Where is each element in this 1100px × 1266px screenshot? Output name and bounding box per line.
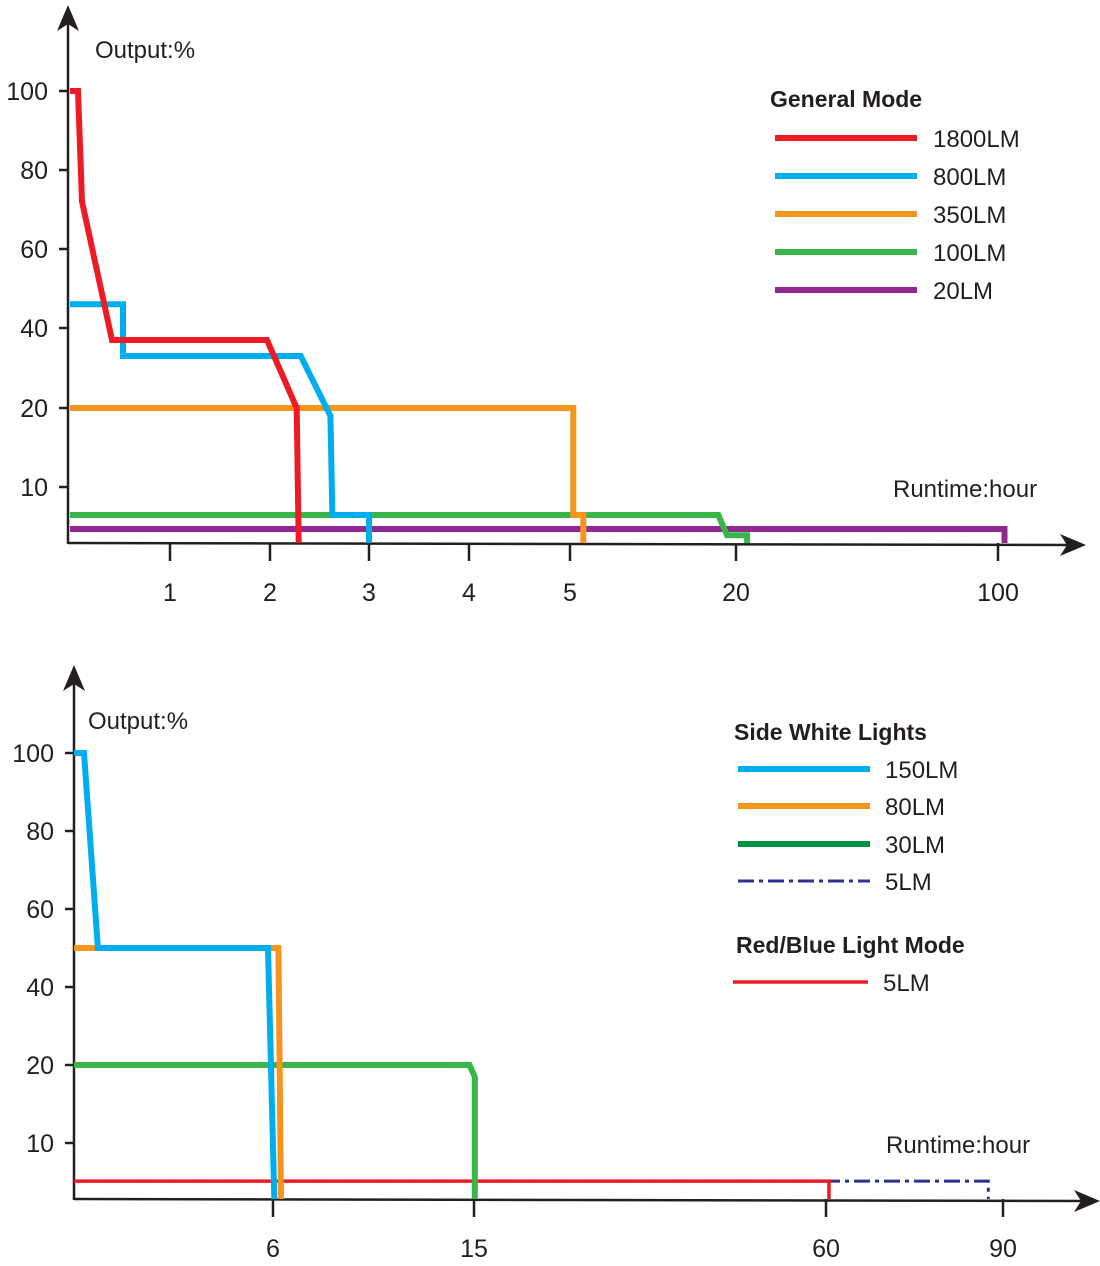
y-tick-label: 100 (12, 740, 54, 768)
x-tick-label: 100 (977, 579, 1019, 607)
series-line-800lm (70, 301, 372, 543)
x-axis-arrow (1060, 534, 1086, 556)
x-tick-label: 4 (462, 579, 476, 607)
legend-title: Side White Lights (734, 719, 927, 745)
y-tick-label: 60 (26, 896, 54, 924)
x-tick-label: 60 (812, 1235, 840, 1263)
y-tick-label: 10 (26, 1130, 54, 1158)
x-tick-label: 15 (460, 1235, 488, 1263)
x-axis (73, 1197, 1087, 1203)
legend-label: 5LM (883, 970, 930, 997)
series-line-1800lm (70, 88, 302, 544)
series-line-80lm (74, 945, 284, 1200)
legend-label: 1800LM (933, 126, 1020, 153)
legend-label: 350LM (933, 202, 1006, 229)
x-tick-label: 1 (163, 579, 177, 607)
legend-label: 150LM (885, 757, 958, 784)
x-tick-label: 3 (362, 579, 376, 607)
legend-title: Red/Blue Light Mode (736, 932, 965, 958)
series-line-5lm (74, 1179, 990, 1199)
x-tick-label: 20 (722, 579, 750, 607)
y-axis-label: Output:% (95, 37, 195, 64)
legend-label: 800LM (933, 164, 1006, 191)
legend-label: 30LM (885, 832, 945, 859)
series-line-150lm (74, 750, 278, 1200)
x-tick-label: 5 (563, 579, 577, 607)
x-axis-arrow (1074, 1190, 1100, 1212)
series-line-350lm (70, 405, 587, 543)
x-tick-label: 90 (989, 1235, 1017, 1263)
series-line-100lm (70, 512, 751, 543)
legend-label: 100LM (933, 240, 1006, 267)
series-line-20lm (70, 526, 1008, 543)
y-tick-label: 80 (26, 818, 54, 846)
y-tick-label: 10 (20, 474, 48, 502)
y-tick-label: 40 (26, 974, 54, 1002)
legend-label: 5LM (885, 869, 932, 896)
legend-title: General Mode (770, 86, 922, 112)
y-tick-label: 20 (26, 1052, 54, 1080)
y-tick-label: 80 (20, 157, 48, 185)
x-tick-label: 6 (266, 1235, 280, 1263)
y-axis-arrow (57, 5, 79, 31)
legend-label: 20LM (933, 278, 993, 305)
y-axis-label: Output:% (88, 708, 188, 735)
y-tick-label: 100 (6, 78, 48, 106)
x-axis-label: Runtime:hour (893, 476, 1037, 503)
x-tick-label: 2 (263, 579, 277, 607)
legend-label: 80LM (885, 794, 945, 821)
y-tick-label: 20 (20, 395, 48, 423)
y-tick-label: 60 (20, 236, 48, 264)
y-axis-arrow (63, 665, 85, 691)
x-axis-label: Runtime:hour (886, 1132, 1030, 1159)
y-tick-label: 40 (20, 315, 48, 343)
series-line-5lm (74, 1179, 831, 1199)
